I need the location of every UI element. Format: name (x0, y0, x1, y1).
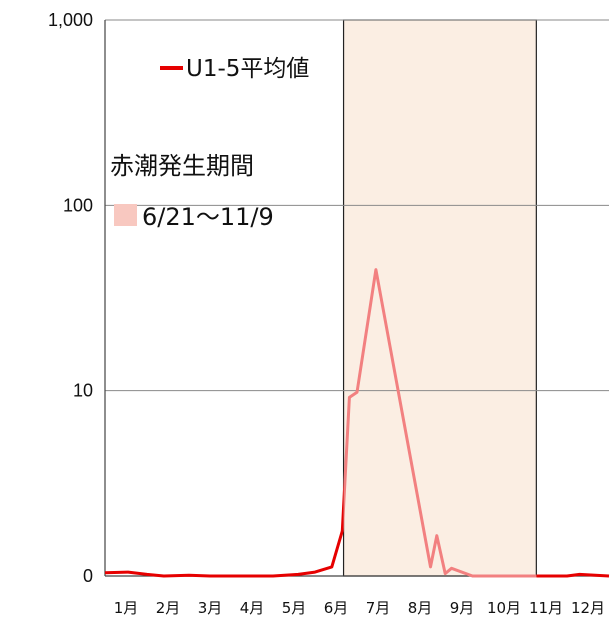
x-tick-label: 7月 (366, 599, 391, 617)
y-tick-label: 10 (73, 381, 93, 401)
series-lines (104, 268, 610, 578)
x-tick-label: 11月 (529, 599, 563, 617)
y-tick-label: 100 (63, 195, 93, 215)
legend-series-label: U1-5平均値 (186, 56, 309, 82)
x-tick-label: 4月 (240, 599, 265, 617)
x-tick-label: 8月 (408, 599, 433, 617)
x-tick-label: 3月 (198, 599, 223, 617)
x-tick-label: 10月 (487, 599, 521, 617)
period-range-label: 6/21〜11/9 (142, 203, 274, 231)
x-tick-label: 6月 (324, 599, 349, 617)
x-tick-label: 12月 (571, 599, 605, 617)
x-tick-label: 9月 (450, 599, 475, 617)
series-line-in-period (343, 268, 537, 578)
x-tick-label: 1月 (114, 599, 139, 617)
y-tick-label: 0 (83, 566, 93, 586)
x-tick-labels: 1月 2月 3月 4月 5月 6月 7月 8月 9月 10月 11月 12月 (114, 599, 605, 617)
period-label: 赤潮発生期間 (110, 152, 254, 180)
red-tide-period-band (342, 19, 537, 577)
period-legend-swatch (114, 204, 137, 226)
x-tick-label: 5月 (282, 599, 307, 617)
y-tick-label: 1,000 (48, 10, 93, 30)
x-tick-label: 2月 (156, 599, 181, 617)
